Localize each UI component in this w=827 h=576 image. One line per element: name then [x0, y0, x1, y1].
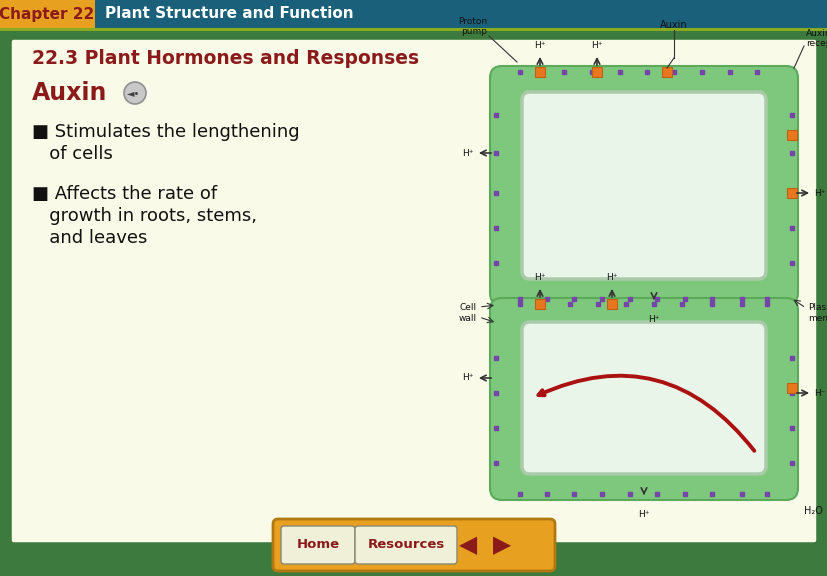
Text: H⁺: H⁺: [533, 273, 545, 282]
FancyBboxPatch shape: [280, 526, 355, 564]
Bar: [0, 28, 827, 31]
Bar: [662, 67, 672, 77]
Bar: [534, 67, 544, 77]
Text: ▶: ▶: [492, 533, 510, 557]
Text: Plasma
membrane: Plasma membrane: [807, 304, 827, 323]
Text: 22.3 Plant Hormones and Responses: 22.3 Plant Hormones and Responses: [32, 48, 418, 67]
Text: H₂O: H₂O: [803, 506, 822, 516]
Text: H⁺: H⁺: [648, 315, 659, 324]
Text: ◀: ◀: [458, 533, 476, 557]
FancyBboxPatch shape: [490, 66, 797, 305]
Text: H⁺: H⁺: [638, 510, 649, 519]
FancyBboxPatch shape: [9, 37, 818, 545]
FancyBboxPatch shape: [490, 298, 797, 500]
FancyBboxPatch shape: [273, 519, 554, 571]
Text: H⁺: H⁺: [462, 149, 473, 157]
Bar: [606, 299, 616, 309]
Text: Proton
pump: Proton pump: [457, 17, 486, 36]
Text: H⁺: H⁺: [462, 373, 473, 382]
Circle shape: [124, 82, 146, 104]
Bar: [786, 130, 796, 140]
FancyBboxPatch shape: [521, 322, 765, 474]
Text: H⁺: H⁺: [813, 188, 825, 198]
FancyBboxPatch shape: [355, 526, 457, 564]
Text: Auxin
receptor: Auxin receptor: [805, 29, 827, 48]
Bar: [0, 0, 95, 28]
Text: ■ Stimulates the lengthening: ■ Stimulates the lengthening: [32, 123, 299, 141]
Text: H⁺: H⁺: [605, 273, 617, 282]
Bar: [591, 67, 601, 77]
Text: Chapter 22: Chapter 22: [0, 6, 94, 21]
Text: Plant Structure and Function: Plant Structure and Function: [105, 6, 353, 21]
Text: of cells: of cells: [32, 145, 112, 163]
Text: Cell
wall: Cell wall: [458, 304, 476, 323]
Text: growth in roots, stems,: growth in roots, stems,: [32, 207, 256, 225]
Text: H⁻: H⁻: [813, 388, 825, 397]
FancyBboxPatch shape: [521, 92, 765, 279]
Text: Auxin: Auxin: [659, 20, 687, 30]
Bar: [786, 188, 796, 198]
Text: Home: Home: [296, 539, 339, 551]
Text: Resources: Resources: [367, 539, 444, 551]
Text: and leaves: and leaves: [32, 229, 147, 247]
Bar: [786, 383, 796, 393]
Text: ◄•: ◄•: [127, 88, 141, 98]
Bar: [0, 0, 827, 28]
Text: H⁺: H⁺: [533, 41, 545, 50]
Text: H⁺: H⁺: [590, 41, 602, 50]
Bar: [534, 299, 544, 309]
Text: Auxin: Auxin: [32, 81, 108, 105]
Text: ■ Affects the rate of: ■ Affects the rate of: [32, 185, 217, 203]
